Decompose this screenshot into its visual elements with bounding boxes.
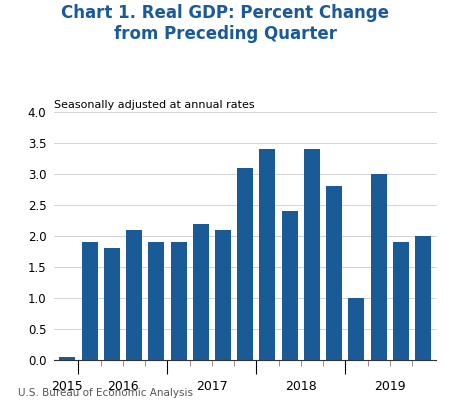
Bar <box>126 230 142 360</box>
Bar <box>348 298 364 360</box>
Bar <box>81 242 98 360</box>
Text: 2019: 2019 <box>374 380 405 393</box>
Bar <box>59 357 75 360</box>
Bar <box>148 242 164 360</box>
Text: 2016: 2016 <box>107 380 139 393</box>
Bar <box>371 174 387 360</box>
Bar <box>393 242 409 360</box>
Text: 2018: 2018 <box>285 380 317 393</box>
Bar <box>215 230 231 360</box>
Bar <box>193 224 209 360</box>
Text: Chart 1. Real GDP: Percent Change
from Preceding Quarter: Chart 1. Real GDP: Percent Change from P… <box>61 4 389 43</box>
Bar <box>415 236 431 360</box>
Bar <box>104 248 120 360</box>
Text: Seasonally adjusted at annual rates: Seasonally adjusted at annual rates <box>54 100 255 110</box>
Bar <box>171 242 187 360</box>
Bar <box>282 211 298 360</box>
Text: 2017: 2017 <box>196 380 228 393</box>
Bar <box>260 149 275 360</box>
Bar <box>304 149 320 360</box>
Bar <box>326 186 342 360</box>
Bar <box>237 168 253 360</box>
Text: 2015: 2015 <box>51 380 83 393</box>
Text: U.S. Bureau of Economic Analysis: U.S. Bureau of Economic Analysis <box>18 388 193 398</box>
